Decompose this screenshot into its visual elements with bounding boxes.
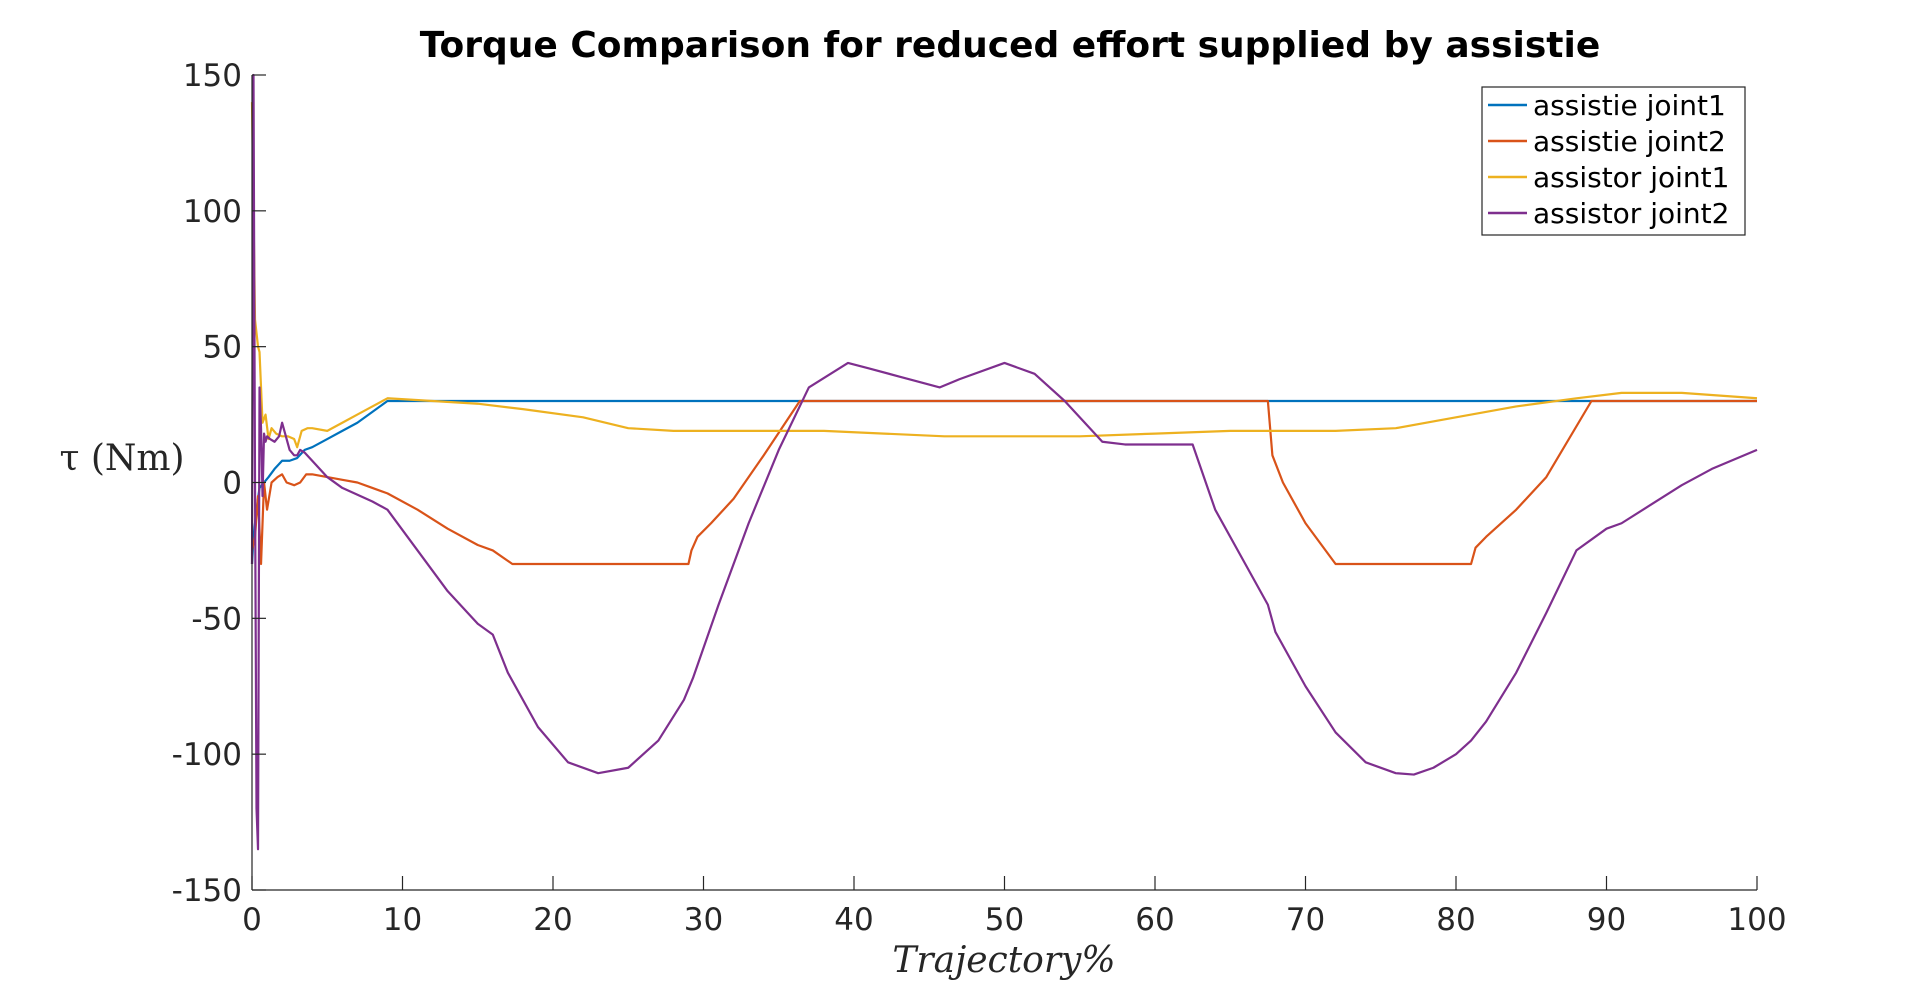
y-tick-label: 150: [183, 58, 242, 94]
y-tick-label: 100: [183, 194, 242, 230]
x-tick-label: 90: [1587, 902, 1626, 938]
x-tick-label: 0: [242, 902, 262, 938]
series-line-assistor-joint1: [250, 102, 1758, 449]
legend-label: assistor joint2: [1533, 197, 1729, 230]
legend-label: assistie joint1: [1533, 89, 1726, 122]
x-tick-label: 100: [1727, 902, 1786, 938]
x-tick-label: 30: [684, 902, 723, 938]
x-tick-label: 40: [834, 902, 873, 938]
y-axis-label: τ (Nm): [59, 438, 184, 479]
y-tick-label: -50: [191, 601, 242, 637]
series-layer: [250, 73, 1758, 851]
y-ticks: 150 100 50 0 -50 -100 -150: [172, 58, 266, 909]
legend-label: assistor joint1: [1533, 161, 1729, 194]
x-tick-label: 70: [1286, 902, 1325, 938]
x-axis-label: Trajectory%: [892, 940, 1115, 981]
y-tick-label: -150: [172, 873, 242, 909]
x-tick-label: 80: [1436, 902, 1475, 938]
x-ticks: 0 10 20 30 40 50 60 70 80 90 100: [242, 876, 1787, 938]
x-tick-label: 50: [985, 902, 1024, 938]
series-line-assistor-joint2: [250, 73, 1758, 851]
x-tick-label: 60: [1135, 902, 1174, 938]
legend-label: assistie joint2: [1533, 125, 1726, 158]
x-tick-label: 10: [383, 902, 422, 938]
series-line-assistie-joint2: [250, 399, 1757, 566]
x-tick-label: 20: [533, 902, 572, 938]
y-tick-label: 50: [203, 330, 242, 366]
y-tick-label: 0: [222, 466, 242, 502]
y-tick-label: -100: [172, 737, 242, 773]
chart-title: Torque Comparison for reduced effort sup…: [420, 25, 1601, 66]
legend-box: [1481, 86, 1746, 236]
